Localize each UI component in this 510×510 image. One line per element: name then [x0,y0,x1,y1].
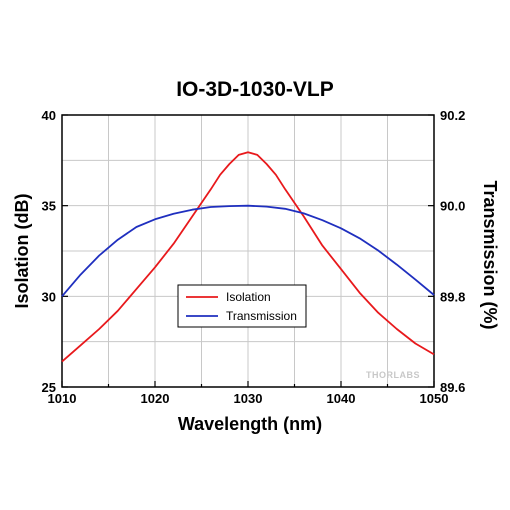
x-tick-label: 1020 [141,391,170,406]
y-right-tick-label: 89.8 [440,289,465,304]
series-layer [61,151,435,363]
x-tick-label: 1040 [327,391,356,406]
x-tick-label: 1030 [234,391,263,406]
legend-label-isolation: Isolation [226,290,271,304]
x-tick-label: 1050 [420,391,449,406]
x-tick-label: 1010 [48,391,77,406]
y-left-tick-label: 30 [42,289,56,304]
y-right-tick-label: 90.0 [440,199,465,214]
y-left-axis-title: Isolation (dB) [12,194,32,309]
legend-label-transmission: Transmission [226,309,297,323]
series-line-isolation [61,151,435,363]
y-right-tick-labels: 89.6 89.8 90.0 90.2 [440,108,465,395]
y-right-tick-label: 90.2 [440,108,465,123]
x-tick-labels: 1010 1020 1030 1040 1050 [48,391,449,406]
y-left-tick-label: 25 [42,380,56,395]
plot-frame [61,114,435,388]
chart-title: IO-3D-1030-VLP [176,78,334,101]
y-right-axis-title: Transmission (%) [480,180,500,329]
y-left-tick-labels: 25 30 35 40 [42,108,56,395]
legend-box [177,284,307,328]
y-left-tick-label: 35 [42,199,56,214]
y-right-tick-label: 89.6 [440,380,465,395]
series-line-transmission [61,204,435,297]
legend: Isolation Transmission [177,284,307,328]
thorlabs-watermark: THORLABS [366,370,420,380]
y-left-tick-label: 40 [42,108,56,123]
x-axis-title: Wavelength (nm) [178,414,322,434]
